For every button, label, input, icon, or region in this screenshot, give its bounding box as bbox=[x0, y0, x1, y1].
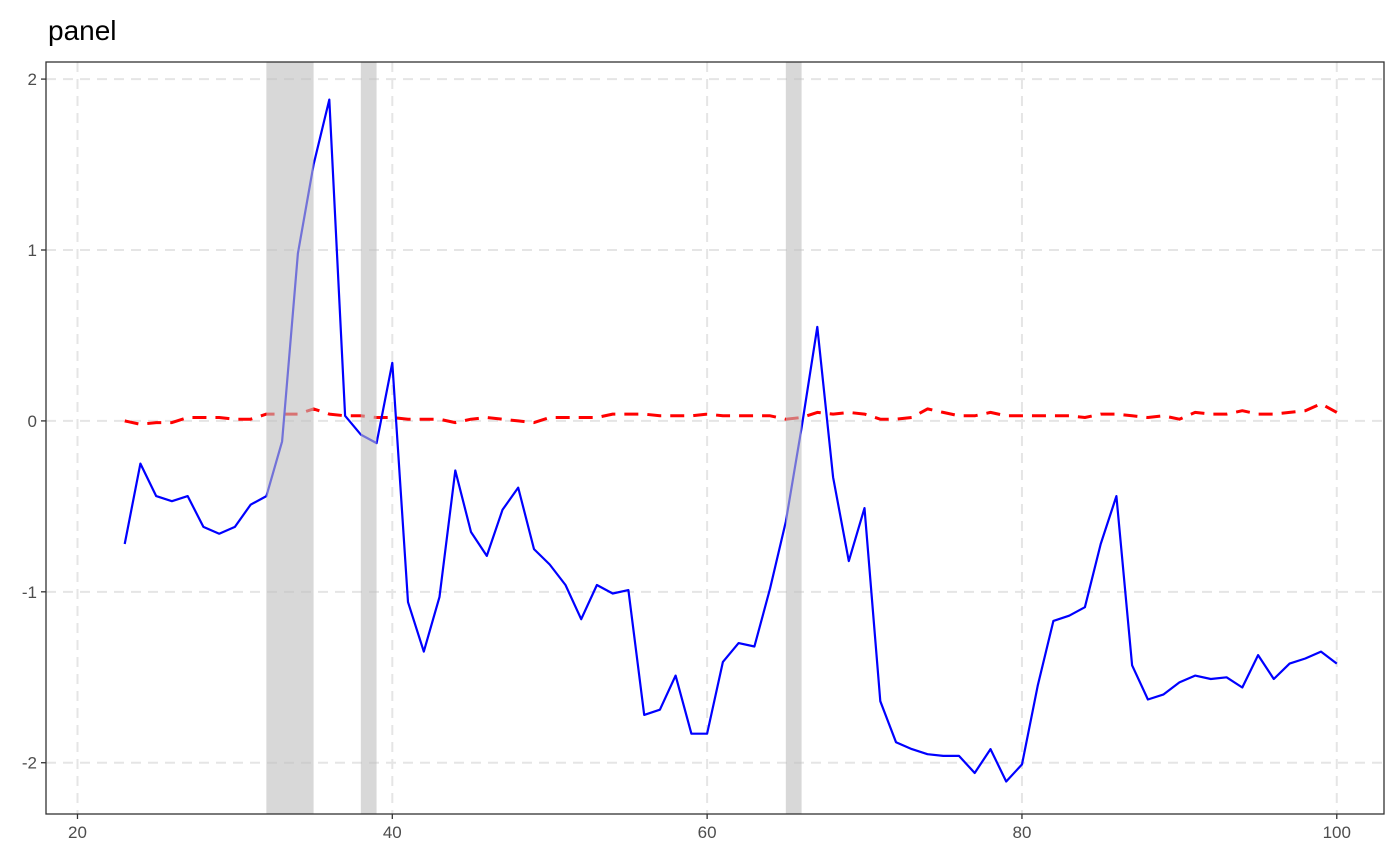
x-tick-label: 100 bbox=[1323, 823, 1351, 842]
chart-title: panel bbox=[48, 15, 117, 46]
y-tick-label: 0 bbox=[28, 412, 37, 431]
shaded-period bbox=[785, 62, 802, 814]
plot-area: 20 40 60 80 100 -2 -1 0 1 2 bbox=[22, 61, 1385, 842]
x-tick-label: 60 bbox=[698, 823, 717, 842]
x-tick-label: 40 bbox=[383, 823, 402, 842]
x-tick-label: 80 bbox=[1012, 823, 1031, 842]
y-tick-label: -2 bbox=[22, 754, 37, 773]
shaded-period bbox=[266, 62, 314, 814]
y-tick-label: 1 bbox=[28, 241, 37, 260]
series-line-red bbox=[124, 402, 1338, 426]
panel-border bbox=[45, 61, 1385, 815]
x-tick-label: 20 bbox=[68, 823, 87, 842]
y-tick-label: -1 bbox=[22, 583, 37, 602]
series-line-blue bbox=[123, 98, 1338, 783]
shaded-period bbox=[360, 62, 377, 814]
y-tick-label: 2 bbox=[28, 70, 37, 89]
